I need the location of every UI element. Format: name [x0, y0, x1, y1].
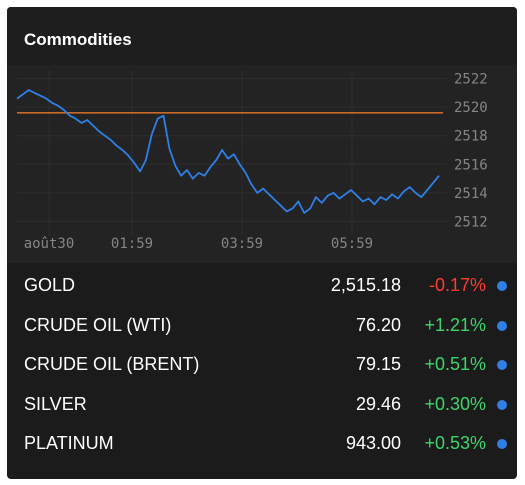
commodity-price: 29.46 — [355, 393, 401, 414]
commodity-price: 76.20 — [355, 314, 401, 335]
y-tick-label: 2518 — [454, 129, 488, 145]
commodity-change: +1.21% — [424, 314, 486, 335]
y-tick-label: 2522 — [454, 72, 488, 88]
commodity-row-platinum[interactable]: PLATINUM 943.00 +0.53% — [7, 423, 517, 463]
commodity-name: GOLD — [24, 275, 76, 295]
commodity-row-gold[interactable]: GOLD 2,515.18 -0.17% — [7, 265, 517, 305]
commodity-name: CRUDE OIL (BRENT) — [24, 354, 200, 374]
commodity-change: -0.17% — [428, 275, 486, 295]
status-dot-icon — [497, 399, 507, 410]
commodity-name: SILVER — [24, 393, 87, 414]
widget-title: Commodities — [24, 30, 132, 49]
commodity-row-crude-oil-wti[interactable]: CRUDE OIL (WTI) 76.20 +1.21% — [7, 305, 517, 345]
commodity-list: GOLD 2,515.18 -0.17% CRUDE OIL (WTI) 76.… — [7, 265, 517, 463]
y-tick-label: 2516 — [454, 157, 488, 173]
x-tick-label: 01:59 — [111, 236, 153, 252]
y-tick-label: 2514 — [454, 186, 488, 202]
price-chart[interactable]: 2522 2520 2518 2516 2514 2512 août30 01:59 03:59… — [7, 65, 517, 263]
y-tick-label: 2520 — [454, 100, 488, 116]
commodity-name: PLATINUM — [24, 433, 114, 453]
x-tick-label: 05:59 — [331, 236, 373, 252]
status-dot-icon — [497, 439, 507, 449]
x-tick-label: 03:59 — [221, 236, 263, 252]
price-series-line — [16, 89, 440, 214]
x-tick-label: août30 — [24, 236, 75, 252]
commodity-change: +0.30% — [424, 393, 486, 414]
status-dot-icon — [497, 360, 507, 370]
widget-header: Commodities — [7, 7, 517, 65]
y-tick-label: 2512 — [454, 214, 488, 230]
commodity-price: 943.00 — [345, 433, 401, 453]
commodity-price: 2,515.18 — [330, 275, 401, 295]
status-dot-icon — [497, 281, 507, 291]
commodity-name: CRUDE OIL (WTI) — [24, 314, 172, 335]
commodity-row-crude-oil-brent[interactable]: CRUDE OIL (BRENT) 79.15 +0.51% — [7, 344, 517, 384]
commodity-row-silver[interactable]: SILVER 29.46 +0.30% — [7, 384, 517, 424]
status-dot-icon — [497, 320, 507, 331]
commodities-widget: Commodities 2522 2520 2518 2516 2514 2512 août… — [7, 7, 517, 479]
commodity-price: 79.15 — [355, 354, 401, 374]
chart-svg: 2522 2520 2518 2516 2514 2512 août30 01:59 03:59… — [16, 70, 488, 252]
commodity-change: +0.53% — [424, 433, 486, 453]
commodity-change: +0.51% — [424, 354, 486, 374]
